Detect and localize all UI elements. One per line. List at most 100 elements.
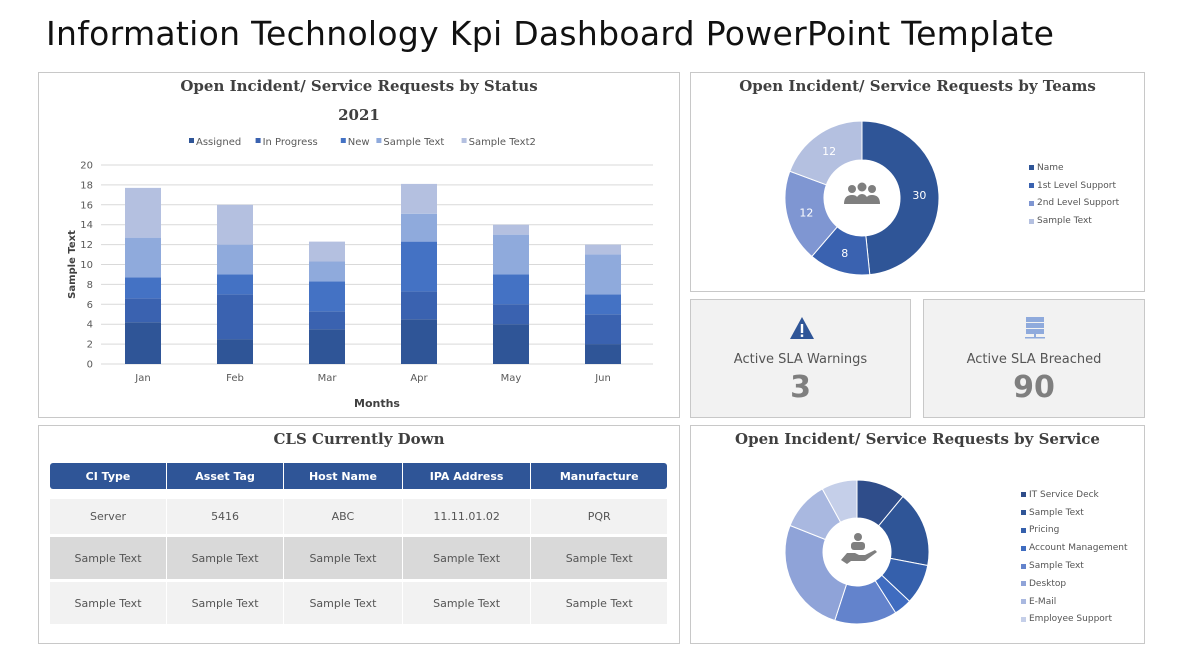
user-head <box>857 182 867 192</box>
legend-swatch <box>1029 183 1034 189</box>
status-chart-panel: Open Incident/ Service Requests by Statu… <box>38 72 680 418</box>
bar-segment <box>309 281 345 312</box>
x-tick-label: Jan <box>134 373 150 384</box>
y-tick-label: 6 <box>87 300 93 311</box>
y-axis-label: Sample Text <box>67 230 78 299</box>
table-cell: ABC <box>284 489 403 534</box>
table-cell: Sample Text <box>50 579 168 624</box>
legend-label: Desktop <box>1029 578 1067 589</box>
status-chart-title: Open Incident/ Service Requests by Statu… <box>180 77 538 95</box>
bar-segment <box>401 319 437 364</box>
legend-label: Name <box>1037 162 1064 173</box>
bar-segment <box>217 274 253 295</box>
sla-warnings-label: Active SLA Warnings <box>733 352 868 367</box>
table-cell: Sample Text <box>284 534 403 579</box>
legend-label: Sample Text <box>1029 561 1084 572</box>
users-group-icon <box>844 182 880 204</box>
x-tick-label: Mar <box>318 373 338 384</box>
bar-segment <box>125 237 161 278</box>
page-title: Information Technology Kpi Dashboard Pow… <box>46 14 1055 53</box>
table-header-row: CI Type Asset Tag Host Name IPA Address … <box>50 463 667 489</box>
table-cell: 11.11.01.02 <box>402 489 532 534</box>
bar-segment <box>217 294 253 340</box>
legend-swatch <box>1029 200 1034 206</box>
legend-swatch <box>376 138 382 143</box>
legend-label: Assigned <box>196 137 241 148</box>
service-chart-panel: Open Incident/ Service Requests by Servi… <box>690 425 1145 644</box>
table-cell: Sample Text <box>531 579 667 624</box>
status-chart-subtitle: 2021 <box>338 106 380 124</box>
bar-segment <box>493 324 529 364</box>
table-cell: Sample Text <box>402 579 532 624</box>
sla-breached-card: Active SLA Breached 90 <box>923 299 1145 418</box>
y-tick-label: 8 <box>87 280 93 291</box>
y-tick-label: 0 <box>87 360 93 371</box>
sla-breached-label: Active SLA Breached <box>966 352 1102 367</box>
hand <box>841 550 877 564</box>
bar-segment <box>309 311 345 330</box>
bar-segment <box>585 344 621 364</box>
y-tick-label: 2 <box>87 340 93 351</box>
legend-swatch <box>461 138 467 143</box>
table-cell: PQR <box>531 489 667 534</box>
legend-label: Sample Text <box>1029 507 1084 518</box>
legend-label: In Progress <box>263 137 318 148</box>
legend-item: Pricing <box>1021 522 1128 540</box>
warning-triangle-icon <box>790 317 814 339</box>
bar-segment <box>585 254 621 295</box>
col-header: Asset Tag <box>167 463 285 489</box>
user-head <box>868 185 876 193</box>
user-head <box>854 533 862 541</box>
hand-user-icon <box>841 533 877 564</box>
bar-segment <box>125 322 161 364</box>
legend-label: Sample Text2 <box>469 137 536 148</box>
bar-segment <box>585 314 621 345</box>
legend-label: IT Service Deck <box>1029 489 1099 500</box>
legend-item: 1st Level Support <box>1029 177 1119 195</box>
col-header: IPA Address <box>402 463 532 489</box>
table-cell: Sample Text <box>167 534 285 579</box>
legend-swatch <box>1021 599 1026 605</box>
y-tick-label: 4 <box>87 320 93 331</box>
bar-segment <box>493 274 529 305</box>
legend-swatch <box>1021 616 1026 622</box>
legend-item: Sample Text <box>1021 504 1128 522</box>
y-tick-label: 10 <box>80 260 93 271</box>
donut-slice <box>789 120 863 186</box>
legend-label: New <box>348 137 370 148</box>
legend-swatch <box>1021 545 1026 551</box>
bar-segment <box>585 244 621 255</box>
sla-breached-value: 90 <box>1013 370 1055 405</box>
y-tick-label: 20 <box>80 161 93 172</box>
legend-item: Sample Text <box>1021 557 1128 575</box>
table-cell: Server <box>50 489 168 534</box>
bar-segment <box>217 244 253 275</box>
x-axis-label: Months <box>354 397 400 410</box>
user-bodies <box>844 194 880 204</box>
col-header: Manufacture <box>531 463 667 489</box>
bar-segment <box>125 187 161 238</box>
legend-label: Sample Text <box>383 137 444 148</box>
table-cell: Sample Text <box>284 579 403 624</box>
legend-swatch <box>255 138 261 143</box>
status-bar-chart: 0 2 4 6 8 10 12 14 16 18 20 Jan Feb Mar Apr May Jun Month… <box>67 137 653 410</box>
bar-segment <box>493 224 529 235</box>
data-label: 30 <box>912 189 926 202</box>
legend-item: IT Service Deck <box>1021 486 1128 504</box>
bar-segment <box>309 241 345 262</box>
bar-segment <box>401 183 437 214</box>
service-donut-chart <box>784 479 930 625</box>
table-row: Sample Text Sample Text Sample Text Sample … <box>50 534 667 579</box>
legend-label: Sample Text <box>1037 216 1092 227</box>
legend-swatch <box>1021 581 1026 587</box>
data-label: 8 <box>841 247 848 260</box>
legend-label: 1st Level Support <box>1037 180 1117 191</box>
bar-segment <box>401 241 437 292</box>
bar-segment <box>125 298 161 323</box>
sla-warnings-value: 3 <box>790 370 811 405</box>
server-icon <box>1025 317 1045 339</box>
bar-segment <box>309 329 345 364</box>
legend-item: Employee Support <box>1021 611 1128 629</box>
legend-label: E-Mail <box>1029 596 1057 607</box>
y-tick-label: 18 <box>80 180 93 191</box>
